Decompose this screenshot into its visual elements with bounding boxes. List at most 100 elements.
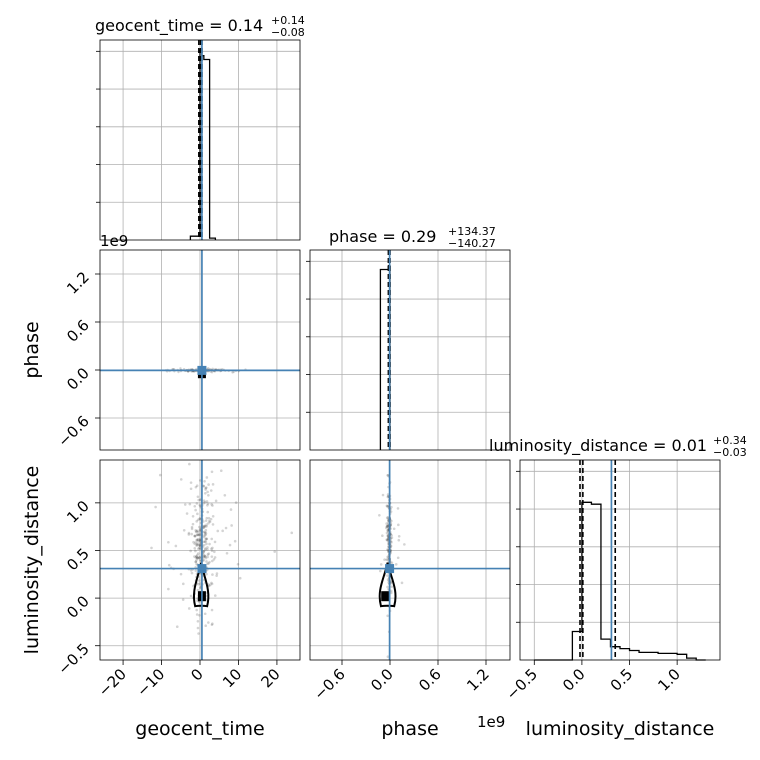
scatter-point: [194, 529, 198, 532]
scatter-point: [192, 540, 195, 544]
scatter-point: [213, 594, 217, 597]
scatter-point: [190, 527, 194, 531]
scatter-point: [206, 548, 209, 551]
scatter-point: [206, 503, 209, 507]
scatter-point: [210, 555, 214, 558]
scatter-point: [193, 542, 197, 546]
scatter-point: [211, 622, 214, 625]
scatter-point: [389, 589, 393, 593]
scatter-point: [196, 556, 199, 560]
xtick-label-phase: −0.6: [310, 665, 348, 703]
scatter-point: [206, 553, 210, 556]
xtick-label-geocent_time: 0: [187, 665, 206, 684]
scatter-point: [386, 534, 390, 538]
scatter-point: [210, 371, 214, 374]
scatter-point: [207, 483, 210, 486]
scatter-point: [234, 501, 238, 504]
scatter-point: [205, 516, 209, 520]
scatter-point: [211, 546, 214, 550]
scatter-point: [207, 621, 210, 624]
scatter-point: [204, 537, 208, 541]
scatter-point: [228, 543, 232, 547]
scatter-point: [210, 549, 214, 553]
scatter-point: [196, 518, 200, 522]
scatter-point: [195, 538, 199, 542]
scatter-point: [198, 582, 202, 585]
scatter-point: [198, 498, 202, 502]
scatter-point: [385, 531, 389, 535]
scatter-point: [198, 586, 202, 590]
scatter-point: [383, 558, 386, 561]
scatter-point: [202, 555, 206, 559]
scatter-point: [390, 585, 394, 588]
scatter-point: [194, 485, 198, 489]
scatter-point: [198, 538, 202, 542]
scatter-point: [204, 556, 208, 560]
scatter-point: [199, 504, 202, 508]
scatter-point: [203, 534, 206, 537]
scatter-point: [193, 555, 196, 558]
scatter-point: [187, 533, 191, 536]
scatter-point: [194, 530, 198, 534]
xtick-label-phase: 1.2: [463, 665, 493, 695]
scatter-point: [175, 625, 179, 629]
scatter-point: [202, 499, 206, 503]
scatter-point: [210, 608, 214, 612]
xtick-label-geocent_time: 10: [219, 665, 245, 691]
xtick-label-geocent_time: −10: [133, 665, 168, 700]
scatter-point: [195, 529, 198, 533]
scatter-point: [392, 527, 396, 531]
scatter-point: [196, 588, 200, 592]
scatter-point: [386, 548, 389, 551]
scatter-point: [193, 534, 196, 538]
grid-layer: [100, 40, 720, 660]
scatter-point: [229, 508, 233, 511]
scatter-point: [202, 524, 206, 528]
scatter-point: [207, 562, 210, 565]
scatter-point: [223, 493, 227, 497]
scatter-point: [385, 522, 388, 525]
scatter-point: [396, 507, 400, 510]
xtick-label-geocent_time: −20: [95, 665, 130, 700]
scatter-point: [197, 539, 201, 543]
scatter-point: [205, 486, 208, 489]
histogram-geocent_time: [189, 49, 217, 240]
ytick-label-phase: −0.6: [54, 412, 92, 450]
scatter-point: [210, 582, 214, 586]
scatter-point: [204, 548, 207, 551]
scatter-point: [194, 560, 198, 564]
scatter-point: [211, 504, 214, 507]
scatter-point: [211, 483, 215, 486]
scatter-point: [385, 558, 388, 561]
scatter-point: [198, 517, 202, 521]
scatter-point: [190, 532, 193, 536]
scatter-point: [205, 524, 208, 528]
scatter-point: [193, 504, 197, 508]
scatter-point: [208, 519, 211, 523]
scatter-point: [204, 519, 208, 522]
scatter-point: [189, 481, 193, 484]
panel-frame: [99, 39, 301, 241]
scatter-point: [386, 614, 389, 618]
scatter-point: [189, 549, 192, 553]
scatter-point: [206, 562, 209, 566]
scatter-point: [191, 522, 195, 526]
scatter-point: [198, 558, 202, 562]
scatter-point: [194, 549, 197, 553]
scatter-point: [386, 574, 389, 577]
xlabel-luminosity-distance: luminosity_distance: [526, 718, 715, 740]
scatter-point: [188, 502, 192, 506]
scatter-point: [198, 539, 202, 543]
scatter-point: [219, 469, 223, 473]
scatter-point: [221, 529, 224, 533]
scatter-point: [179, 367, 182, 370]
scatter-point: [205, 537, 209, 541]
scatter-point: [386, 555, 389, 559]
scatter-point: [198, 556, 201, 559]
scatter-point: [197, 579, 201, 582]
scatter-point: [386, 524, 390, 527]
panel-frame: [309, 249, 511, 451]
scatter-point: [386, 578, 390, 582]
scatter-point: [187, 607, 191, 610]
